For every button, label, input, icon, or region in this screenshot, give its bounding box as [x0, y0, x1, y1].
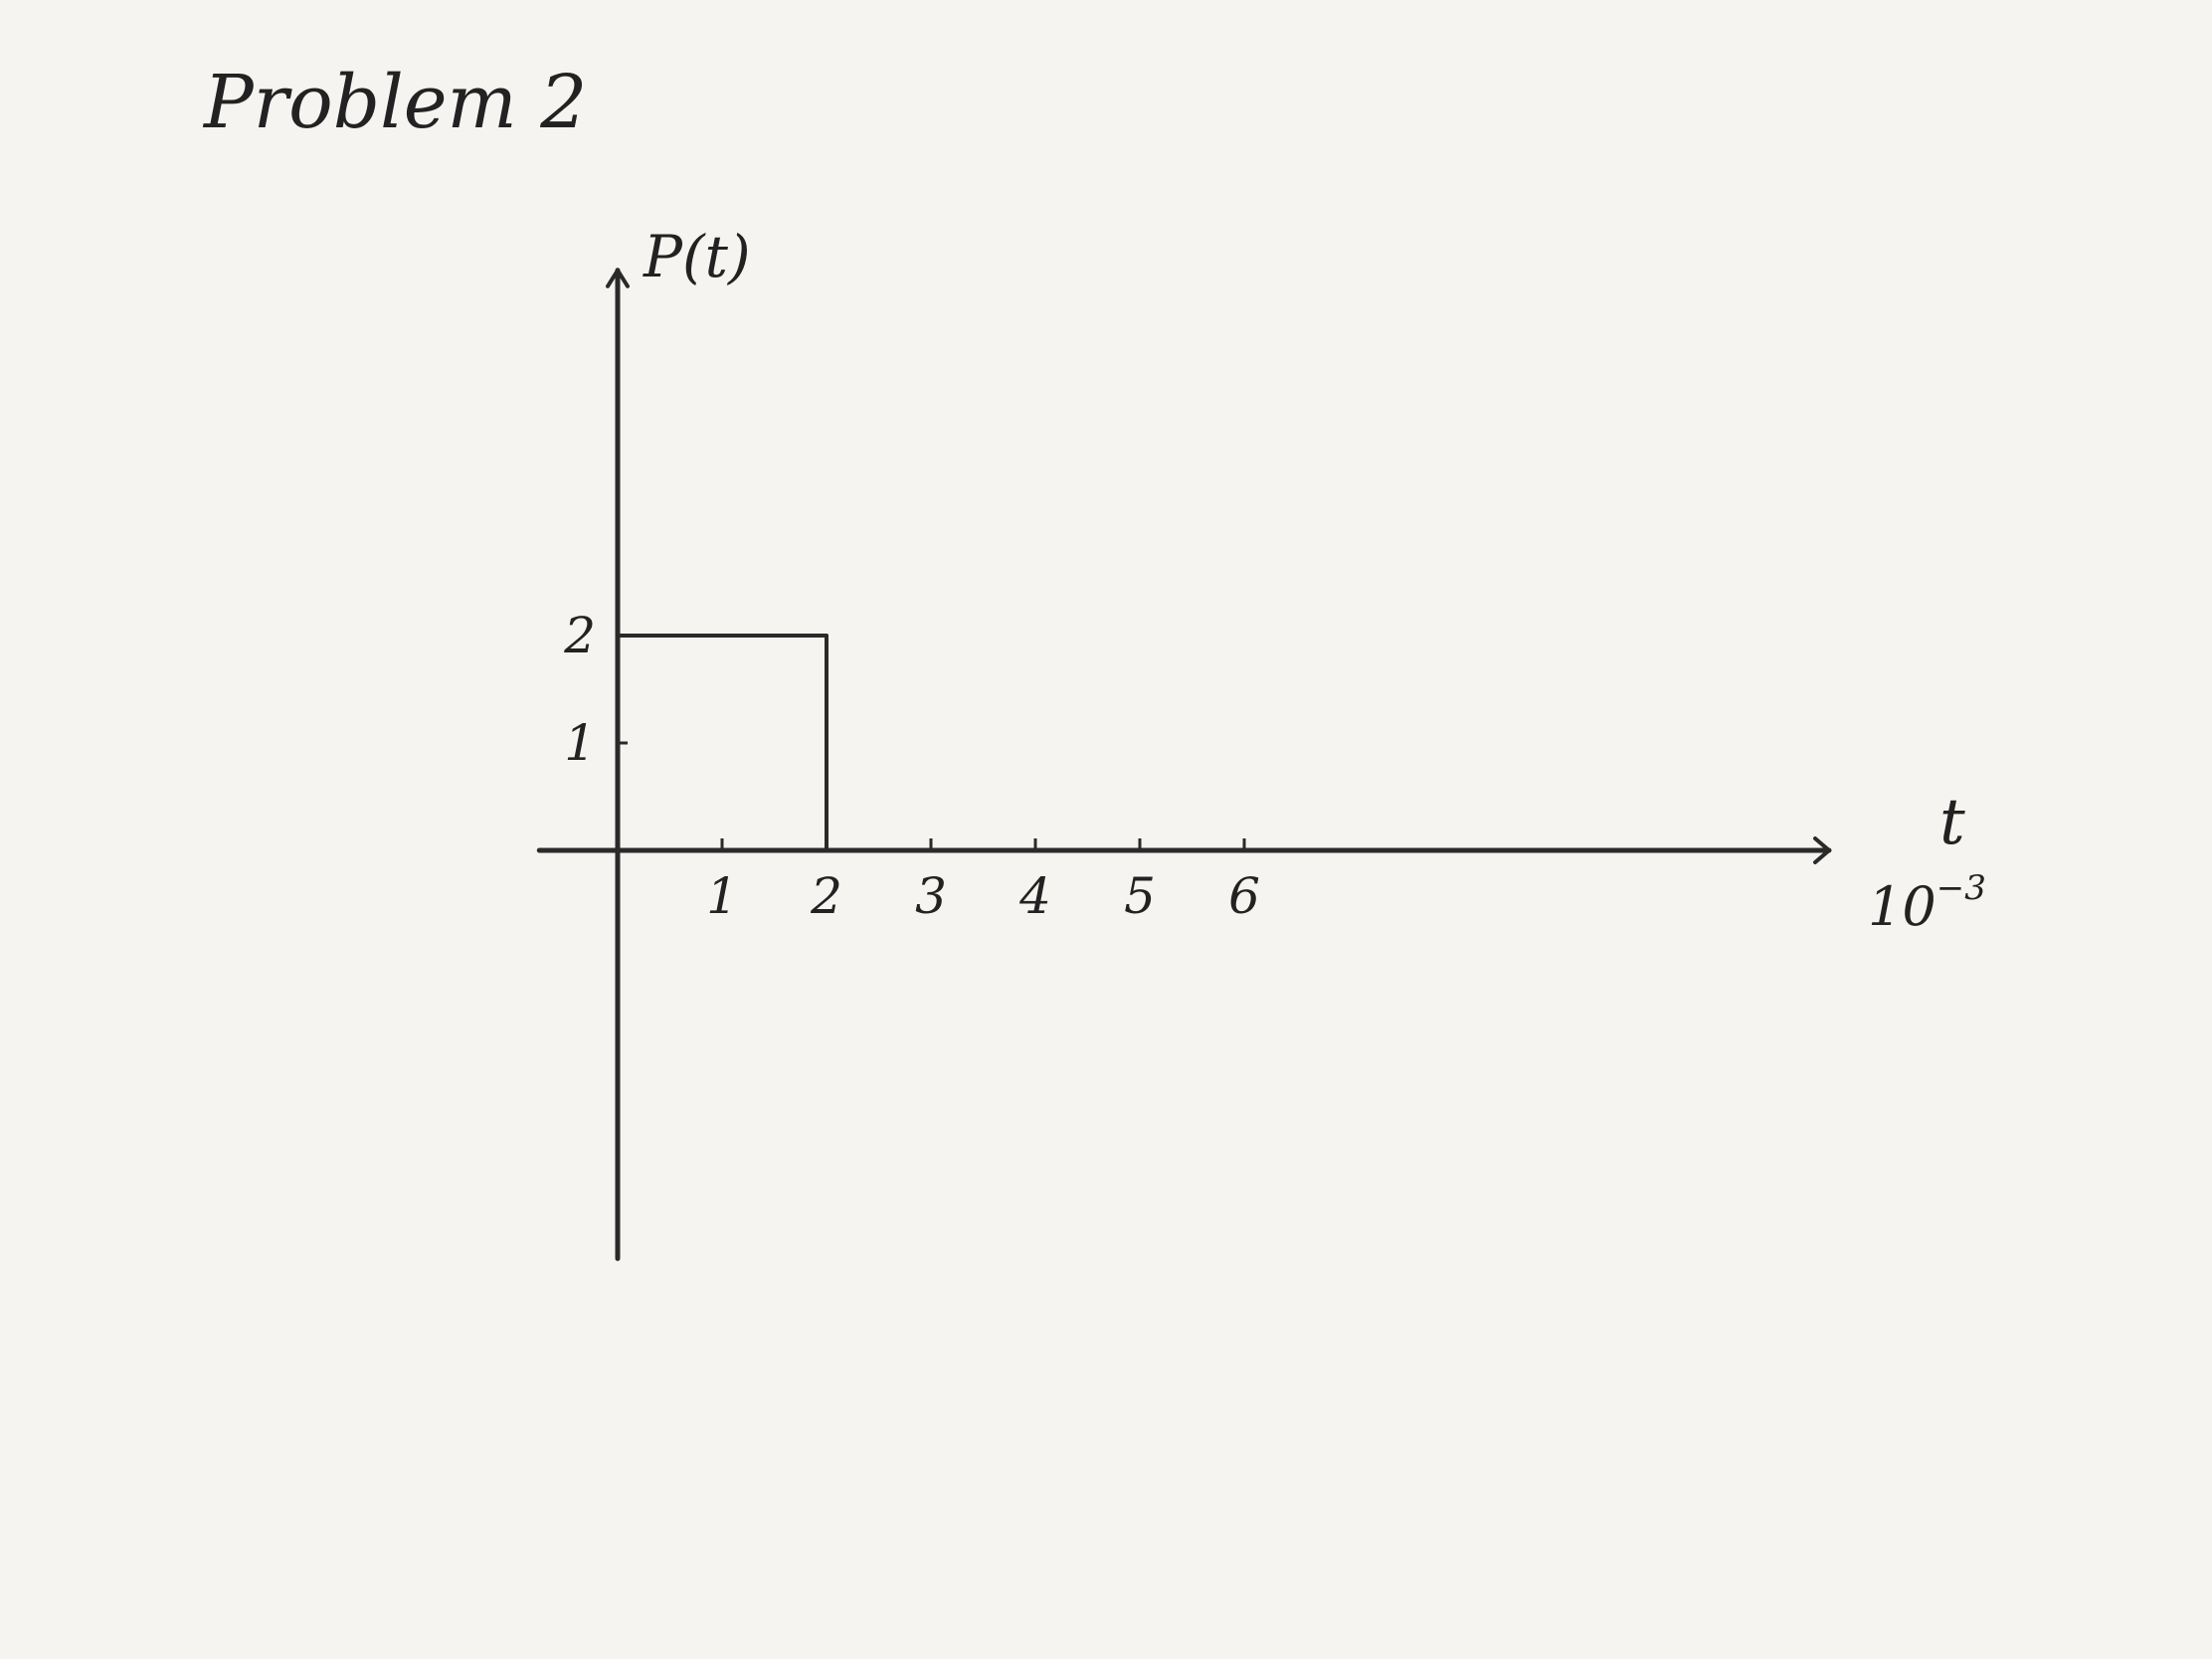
x-ticks: 1 2 3 4 5 6	[706, 838, 1260, 925]
y-axis-arrowhead	[606, 268, 630, 288]
y-ticks: 12	[563, 607, 628, 772]
x-tick-label: 1	[706, 867, 738, 925]
x-tick-label: 4	[1018, 867, 1051, 925]
x-axis-arrowhead	[1813, 836, 1831, 864]
x-tick-label: 5	[1124, 867, 1156, 925]
x-scale-base: 10	[1868, 875, 1936, 938]
x-scale-label: 10−3	[1868, 868, 1986, 938]
x-axis-label: t	[1939, 786, 1965, 859]
x-tick-label: 3	[915, 867, 947, 925]
x-tick-label: 2	[810, 867, 842, 925]
x-scale-exponent: −3	[1936, 868, 1986, 908]
page-title: Problem 2	[202, 60, 587, 145]
y-tick-label: 1	[564, 714, 596, 772]
y-axis-label: P(t)	[643, 223, 751, 290]
y-tick-label: 2	[563, 607, 596, 664]
x-tick-label: 6	[1228, 867, 1260, 925]
